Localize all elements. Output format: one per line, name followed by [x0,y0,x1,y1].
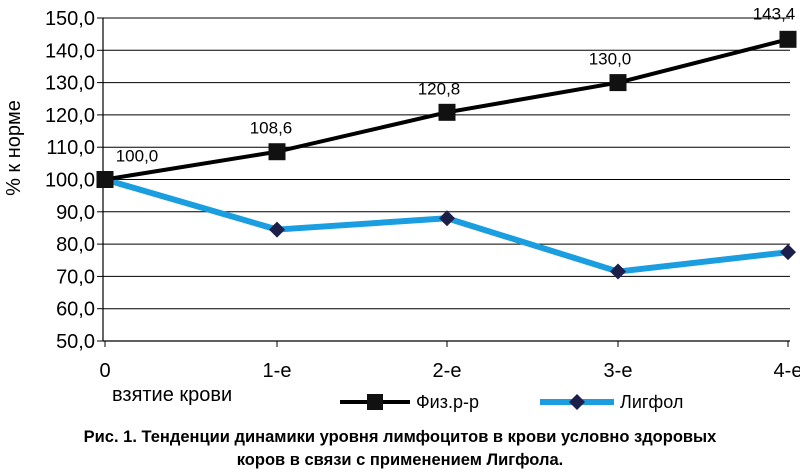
marker-ligfol [439,210,455,227]
line-chart: 150,0 140,0 130,0 120,0 110,0 100,0 90,0 80,0 70… [3,4,800,412]
marker-fiz [779,30,797,48]
marker-fiz [96,171,114,188]
marker-fiz [438,103,456,121]
y-tick-labels: 150,0 140,0 130,0 120,0 110,0 100,0 90,0 80,0 70… [45,8,95,353]
x-tick-labels: 0 1-е 2-е 3-е 4-е [99,360,800,382]
marker-fiz [268,143,286,161]
y-tick-label: 100,0 [45,170,95,192]
legend-marker-ligfol [569,394,585,410]
data-labels: 100,0 108,6 120,8 130,0 143,4 [116,4,796,165]
legend: Физ.р-р Лигфол [340,392,683,412]
data-label-fiz: 120,8 [418,79,461,98]
marker-ligfol [780,244,796,261]
x-tick-label: 2-е [433,360,462,382]
y-tick-label: 90,0 [56,202,95,224]
marker-ligfol [269,221,285,238]
x-tick-label: 3-е [604,360,633,382]
legend-label-ligfol: Лигфол [620,392,683,412]
legend-label-fiz: Физ.р-р [416,392,479,412]
data-label-fiz: 108,6 [250,119,293,138]
x-axis-sublabel: взятие крови [112,384,232,406]
x-tick-label: 4-е [774,360,800,382]
data-label-fiz: 130,0 [589,50,632,69]
y-tick-label: 150,0 [45,8,95,30]
x-tick-label: 1-е [263,360,292,382]
axes [102,18,790,347]
figure-caption: Рис. 1. Тенденции динамики уровня лимфоц… [0,426,800,472]
y-tick-label: 50,0 [56,331,95,353]
y-tick-label: 110,0 [46,137,95,159]
series-lines [104,37,789,275]
data-label-fiz: 100,0 [116,147,159,166]
marker-ligfol [610,263,626,280]
y-tick-label: 60,0 [56,299,95,321]
marker-fiz [609,74,627,92]
legend-marker-fiz [367,394,383,410]
y-tick-label: 120,0 [45,105,95,127]
data-label-fiz: 143,4 [753,4,796,23]
y-axis-label: % к норме [3,100,25,196]
caption-line-2: коров в связи с применением Лигфола. [236,451,564,469]
caption-line-1: Рис. 1. Тенденции динамики уровня лимфоц… [83,428,717,446]
y-tick-label: 80,0 [56,234,95,256]
y-tick-label: 130,0 [45,73,95,95]
y-tick-label: 70,0 [56,266,95,288]
x-tick-label: 0 [99,360,110,382]
series-markers [96,30,797,280]
y-tick-label: 140,0 [45,40,95,62]
